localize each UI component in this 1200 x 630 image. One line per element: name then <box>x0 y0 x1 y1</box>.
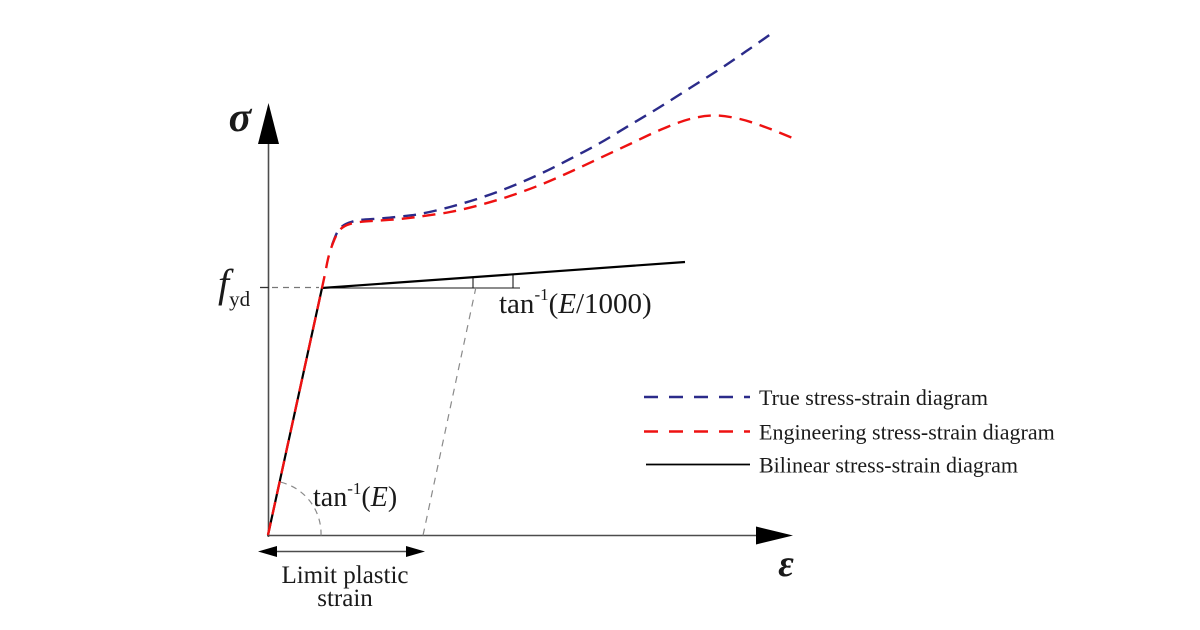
elastic-angle-label: tan-1(E) <box>313 479 397 513</box>
legend-label-bilinear: Bilinear stress-strain diagram <box>759 453 1018 478</box>
limit-strain-unloading-dashed-line <box>422 286 477 536</box>
limit-strain-label-line1: Limit plastic <box>281 562 408 589</box>
limit-strain-arrowhead-left <box>258 546 277 557</box>
x-axis-symbol: ε <box>778 543 794 585</box>
limit-strain-label-line2: strain <box>317 585 373 612</box>
yield-stress-subscript: yd <box>229 287 251 311</box>
y-axis-arrowhead <box>258 103 279 144</box>
yield-stress-label: fyd <box>218 261 251 311</box>
legend: True stress-strain diagram Engineering s… <box>644 385 1055 478</box>
true-stress-strain-curve <box>330 30 776 246</box>
engineering-stress-strain-curve <box>266 114 796 536</box>
y-axis-symbol: σ <box>229 95 253 141</box>
hardening-angle-label: tan-1(E/1000) <box>499 285 652 320</box>
legend-label-true: True stress-strain diagram <box>759 385 988 410</box>
limit-strain-arrowhead-right <box>406 546 425 557</box>
x-axis-arrowhead <box>756 526 793 545</box>
legend-label-engineering: Engineering stress-strain diagram <box>759 420 1055 445</box>
elastic-angle-arc <box>279 481 322 536</box>
